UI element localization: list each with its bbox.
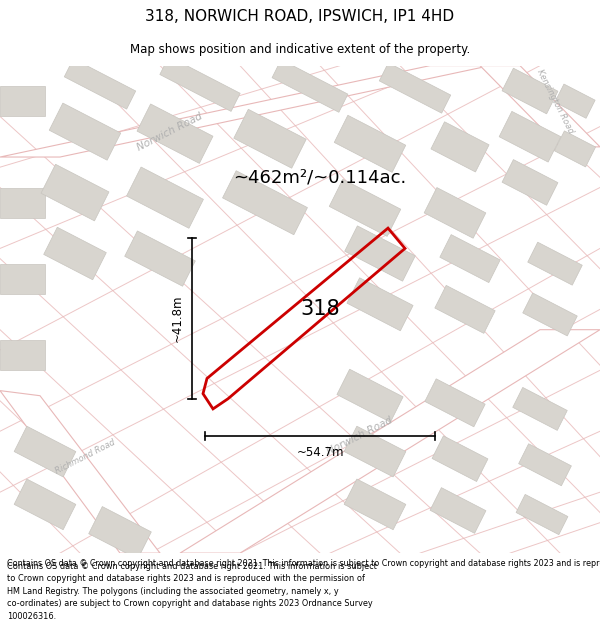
Polygon shape (379, 62, 451, 113)
Polygon shape (14, 479, 76, 530)
Polygon shape (424, 188, 486, 238)
Polygon shape (329, 179, 401, 236)
Polygon shape (44, 228, 106, 280)
Text: HM Land Registry. The polygons (including the associated geometry, namely x, y: HM Land Registry. The polygons (includin… (7, 587, 339, 596)
Polygon shape (223, 171, 307, 235)
Polygon shape (89, 506, 151, 559)
Text: Norwich Road: Norwich Road (136, 111, 205, 152)
Text: to Crown copyright and database rights 2023 and is reproduced with the permissio: to Crown copyright and database rights 2… (7, 574, 365, 583)
Polygon shape (528, 242, 582, 285)
Text: 318, NORWICH ROAD, IPSWICH, IP1 4HD: 318, NORWICH ROAD, IPSWICH, IP1 4HD (145, 9, 455, 24)
Polygon shape (480, 66, 600, 147)
Polygon shape (347, 278, 413, 331)
Polygon shape (431, 122, 489, 172)
Polygon shape (0, 391, 160, 553)
Polygon shape (234, 109, 306, 168)
Polygon shape (513, 388, 567, 431)
Polygon shape (137, 104, 213, 163)
Polygon shape (344, 479, 406, 530)
Polygon shape (440, 234, 500, 282)
Text: ~41.8m: ~41.8m (171, 295, 184, 343)
Polygon shape (555, 84, 595, 118)
Polygon shape (272, 59, 348, 112)
Text: Richmond Road: Richmond Road (53, 438, 116, 476)
Polygon shape (554, 131, 596, 167)
Text: Kensington Road: Kensington Road (535, 68, 575, 135)
Polygon shape (518, 444, 571, 486)
Text: Norwich Road: Norwich Road (326, 416, 394, 457)
Polygon shape (334, 115, 406, 172)
Text: co-ordinates) are subject to Crown copyright and database rights 2023 Ordnance S: co-ordinates) are subject to Crown copyr… (7, 599, 373, 609)
Polygon shape (49, 103, 121, 160)
Text: 100026316.: 100026316. (7, 612, 56, 621)
Polygon shape (523, 293, 577, 336)
Text: ~54.7m: ~54.7m (296, 446, 344, 459)
Polygon shape (502, 159, 558, 205)
Polygon shape (64, 59, 136, 109)
Polygon shape (125, 231, 196, 286)
Polygon shape (14, 426, 76, 477)
Text: 318: 318 (300, 299, 340, 319)
Polygon shape (127, 167, 203, 228)
Polygon shape (516, 494, 568, 534)
Polygon shape (502, 68, 558, 114)
Polygon shape (0, 264, 45, 294)
Polygon shape (344, 426, 406, 477)
Polygon shape (425, 379, 485, 427)
Polygon shape (432, 436, 488, 481)
Polygon shape (337, 369, 403, 423)
Polygon shape (0, 66, 490, 157)
Polygon shape (435, 286, 495, 333)
Polygon shape (344, 226, 415, 281)
Text: Contains OS data © Crown copyright and database right 2021. This information is : Contains OS data © Crown copyright and d… (7, 559, 600, 568)
Text: Map shows position and indicative extent of the property.: Map shows position and indicative extent… (130, 42, 470, 56)
Polygon shape (0, 86, 45, 116)
Polygon shape (430, 488, 486, 533)
Polygon shape (160, 56, 240, 111)
Polygon shape (41, 164, 109, 221)
Polygon shape (0, 340, 45, 370)
Polygon shape (0, 188, 45, 218)
Text: ~462m²/~0.114ac.: ~462m²/~0.114ac. (233, 168, 407, 186)
Polygon shape (499, 111, 561, 162)
Polygon shape (180, 330, 600, 553)
Text: Contains OS data © Crown copyright and database right 2021. This information is : Contains OS data © Crown copyright and d… (7, 562, 377, 571)
